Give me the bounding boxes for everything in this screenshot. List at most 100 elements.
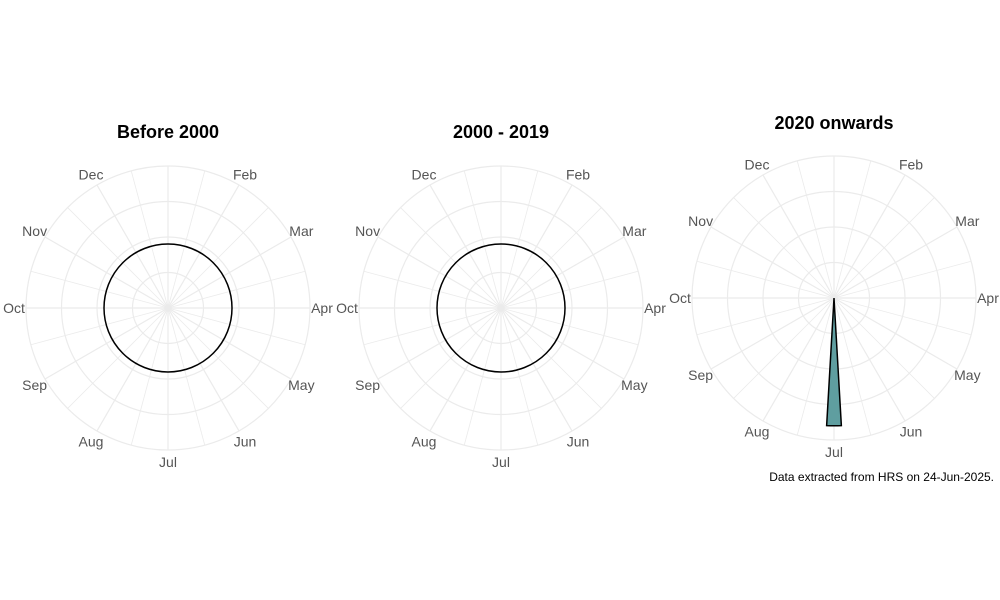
month-label-jul: Jul (825, 444, 843, 460)
grid-spoke (500, 207, 602, 309)
month-label-oct: Oct (336, 300, 358, 316)
panel-title: 2020 onwards (774, 113, 893, 133)
empty-data-ring (436, 243, 566, 373)
grid-spoke (96, 307, 169, 432)
grid-spoke (833, 197, 935, 299)
month-label-nov: Nov (22, 223, 47, 239)
grid-spoke (167, 307, 206, 446)
grid-spoke (44, 307, 169, 380)
month-label-feb: Feb (566, 167, 590, 183)
grid-spoke (167, 170, 206, 309)
grid-spoke (833, 297, 958, 370)
grid-spoke (500, 307, 602, 409)
grid-spoke (500, 307, 539, 446)
grid-spoke (167, 207, 269, 309)
grid-spoke (167, 307, 240, 432)
month-label-apr: Apr (644, 300, 666, 316)
grid-spoke (130, 307, 169, 446)
month-label-apr: Apr (311, 300, 333, 316)
panel-before-2000: Before 2000 Feb Mar Apr May Jun Jul Aug Sep Oct N… (3, 122, 333, 470)
grid-spoke (429, 184, 502, 309)
month-label-dec: Dec (79, 167, 104, 183)
grid-spoke (400, 307, 502, 409)
grid-spoke (96, 184, 169, 309)
month-label-oct: Oct (3, 300, 25, 316)
grid-spoke (833, 297, 906, 422)
panel-2000-2019: 2000 - 2019 Feb Mar Apr May Jun Jul Aug Sep Oct N… (336, 122, 666, 470)
grid-spoke (500, 184, 573, 309)
grid-spoke (733, 197, 835, 299)
month-label-mar: Mar (622, 223, 646, 239)
grid-spoke (833, 297, 972, 336)
grid-spoke (833, 226, 958, 299)
grid-spoke (500, 236, 625, 309)
grid-spoke (30, 270, 169, 309)
grid-spoke (429, 307, 502, 432)
grid-spoke (30, 307, 169, 346)
panel-2020-onwards: 2020 onwards Feb Mar Apr May Jun Jul Aug Sep Oct… (669, 113, 999, 460)
month-label-aug: Aug (412, 433, 437, 449)
month-label-sep: Sep (355, 377, 380, 393)
month-label-aug: Aug (745, 423, 770, 439)
month-label-mar: Mar (955, 213, 979, 229)
grid-spoke (363, 270, 502, 309)
month-label-jun: Jun (567, 433, 590, 449)
month-label-feb: Feb (233, 167, 257, 183)
grid-spoke (67, 307, 169, 409)
month-label-mar: Mar (289, 223, 313, 239)
month-label-nov: Nov (688, 213, 713, 229)
bar-jul (825, 297, 843, 427)
month-label-oct: Oct (669, 290, 691, 306)
month-label-apr: Apr (977, 290, 999, 306)
grid-spoke (710, 226, 835, 299)
month-label-jul: Jul (159, 454, 177, 470)
grid-spoke (377, 236, 502, 309)
grid-spoke (696, 260, 835, 299)
month-label-may: May (621, 377, 647, 393)
month-label-may: May (288, 377, 314, 393)
grid-spoke (762, 297, 835, 422)
grid-spoke (67, 207, 169, 309)
grid-spoke (167, 270, 306, 309)
grid-spoke (796, 160, 835, 299)
grid-spoke (500, 170, 539, 309)
month-label-jun: Jun (900, 423, 923, 439)
grid-spoke (796, 297, 835, 436)
grid-spoke (463, 170, 502, 309)
month-label-jul: Jul (492, 454, 510, 470)
grid-spoke (733, 297, 835, 399)
month-label-may: May (954, 367, 980, 383)
grid-spoke (167, 307, 306, 346)
month-label-nov: Nov (355, 223, 380, 239)
empty-data-ring (103, 243, 233, 373)
grid-spoke (500, 307, 639, 346)
month-label-sep: Sep (688, 367, 713, 383)
month-label-dec: Dec (412, 167, 437, 183)
grid-spoke (500, 307, 625, 380)
month-label-jun: Jun (234, 433, 257, 449)
panel-title: 2000 - 2019 (453, 122, 549, 142)
grid-spoke (167, 307, 292, 380)
grid-spoke (377, 307, 502, 380)
grid-spoke (167, 236, 292, 309)
grid-spoke (400, 207, 502, 309)
grid-spoke (762, 174, 835, 299)
grid-spoke (833, 260, 972, 299)
grid-spoke (833, 297, 935, 399)
grid-spoke (363, 307, 502, 346)
grid-spoke (500, 307, 573, 432)
grid-spoke (833, 160, 872, 299)
data-source-caption: Data extracted from HRS on 24-Jun-2025. (769, 470, 994, 484)
month-label-dec: Dec (745, 157, 770, 173)
grid-spoke (696, 297, 835, 336)
grid-spoke (500, 270, 639, 309)
month-label-sep: Sep (22, 377, 47, 393)
grid-spoke (710, 297, 835, 370)
month-label-aug: Aug (79, 433, 104, 449)
grid-spoke (833, 174, 906, 299)
month-label-feb: Feb (899, 157, 923, 173)
grid-spoke (167, 184, 240, 309)
grid-spoke (463, 307, 502, 446)
grid-spoke (44, 236, 169, 309)
